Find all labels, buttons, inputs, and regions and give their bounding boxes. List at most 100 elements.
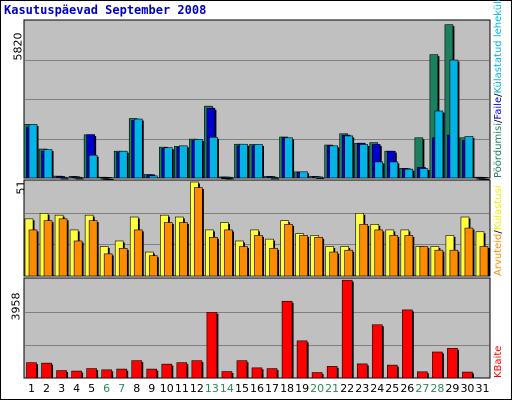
x-tick-label: 29 [445,382,460,395]
bar-pages [254,144,263,179]
bar-pages-shadow [75,178,84,180]
bar-pages [404,168,414,179]
bar-sites [419,246,429,277]
bar-kbytes [191,360,203,379]
bar-pages [73,176,83,179]
x-tick-label: 18 [280,382,295,395]
bar-kbytes [236,360,248,379]
legend-hits-files-pages: Pöördumisi/Faile/Külastatud lehekülgi [493,0,504,178]
bar-kbytes [356,363,368,379]
bar-kbytes [386,364,398,379]
x-tick-label: 20 [310,382,325,395]
bar-kbytes [176,362,188,379]
bar-kbytes [101,369,112,379]
bar-sites [73,240,83,277]
x-tick-label: 24 [370,382,385,395]
x-tick-label: 19 [295,382,310,395]
bar-kbytes [26,362,37,379]
bar-sites [58,218,68,277]
x-tick-label: 31 [475,382,490,395]
x-tick-label: 25 [385,382,400,395]
bar-pages [133,118,143,179]
bar-kbytes [266,368,278,379]
bar-pages-shadow [60,178,69,180]
bar-pages-shadow [225,178,234,180]
bar-sites [389,235,399,277]
bar-sites [329,251,338,277]
bar-kbytes [447,347,458,379]
x-tick-label: 10 [159,382,174,395]
bar-kbytes [56,370,67,379]
bar-pages [314,176,323,179]
bar-kbytes [281,300,293,379]
bar-pages-shadow [105,178,114,180]
bar-pages [164,147,173,179]
bar-pages-shadow [271,178,280,180]
bar-kbytes [341,279,353,379]
bar-pages [419,168,429,179]
bar-sites [449,249,459,277]
legend-entry: / [493,230,504,234]
bar-pages-shadow [481,178,490,180]
x-tick-label: 7 [118,382,126,395]
legend-entry: Arvuteid [493,233,504,276]
x-tick-label: 15 [234,382,249,395]
bar-kbytes [432,351,443,379]
bar-sites [284,224,293,277]
bar-kbytes [206,312,218,379]
x-tick-label: 4 [73,382,81,395]
bar-pages [179,145,188,179]
bar-sites [299,235,308,277]
bar-kbytes [41,362,52,379]
bar-pages-shadow [316,178,325,179]
bar-pages [209,136,218,179]
bar-pages [43,149,53,179]
y-max-label-hits: 5820 [11,32,25,61]
bar-pages [329,145,338,179]
bar-sites [164,222,173,277]
bar-sites [194,187,203,277]
legend-entry: Külastusi [493,185,504,231]
bar-kbytes [251,367,263,379]
x-tick-label: 17 [265,382,280,395]
bar-kbytes [326,366,338,379]
bar-pages [479,177,489,179]
bar-pages [359,144,369,179]
bar-kbytes [131,360,143,379]
bar-sites [479,246,489,277]
bar-kbytes [371,324,383,379]
bar-sites [239,246,248,277]
x-tick-label: 27 [415,382,430,395]
panel-kbytes [23,277,491,379]
bar-sites [103,253,113,277]
x-tick-label: 14 [219,382,234,395]
bar-sites [359,224,369,277]
x-tick-label: 1 [28,382,36,395]
bar-sites [374,229,384,277]
bar-sites [133,229,143,277]
bar-kbytes [146,368,158,379]
bar-pages [269,176,278,179]
bar-kbytes [116,368,128,379]
bar-kbytes [311,372,323,379]
x-tick-label: 26 [400,382,415,395]
bar-kbytes [221,371,233,379]
x-tick-label: 16 [250,382,264,395]
legend-entry: / [493,93,504,97]
legend-visits-sites: Arvuteid/Külastusi [493,185,504,276]
bar-sites [118,248,128,277]
bar-pages [224,176,233,179]
x-tick-label: 2 [43,382,51,395]
bar-sites [269,248,278,277]
bar-sites [434,249,444,277]
x-tick-label: 6 [103,382,111,395]
x-tick-label: 23 [355,382,370,395]
x-axis-day-labels: 1 2 3 4 5 6 7 8 9 10 11 12 13 14 15 16 17 18 19 20 21 22 23 24 2… [0,382,512,396]
bar-pages [284,137,293,179]
bar-pages [194,139,203,179]
legend-entry: Pöördumisi [493,122,504,178]
x-tick-label: 30 [460,382,475,395]
bar-pages [239,143,248,179]
